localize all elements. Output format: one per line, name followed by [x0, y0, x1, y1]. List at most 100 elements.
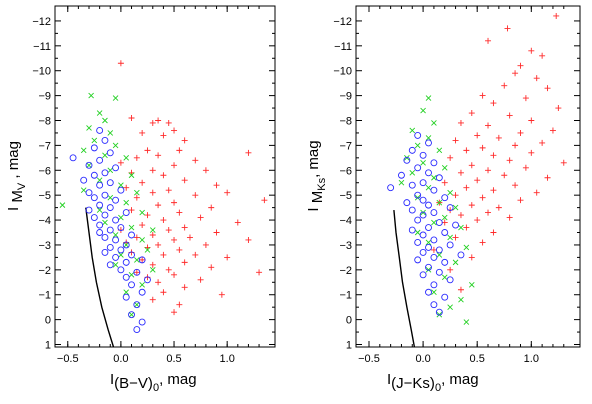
data-point-circle	[430, 236, 438, 244]
x-label-sub: (J−Ks)	[391, 375, 435, 392]
data-point-plus	[117, 159, 124, 166]
y-tick-label: 1	[346, 340, 352, 352]
data-point-cross	[112, 142, 119, 149]
data-point-plus	[479, 194, 486, 201]
data-point-circle	[441, 229, 449, 236]
data-point-circle	[112, 216, 120, 224]
data-point-cross	[128, 172, 135, 179]
data-point-circle	[101, 136, 109, 144]
data-point-cross	[107, 194, 114, 201]
data-point-circle	[128, 311, 135, 319]
data-point-circle	[128, 251, 135, 259]
data-point-circle	[90, 214, 98, 222]
series-circle	[69, 127, 151, 334]
data-point-cross	[447, 234, 453, 241]
data-point-plus	[171, 199, 178, 206]
data-point-circle	[122, 293, 130, 301]
data-point-plus	[224, 254, 231, 261]
data-point-plus	[544, 174, 551, 181]
data-point-plus	[192, 157, 199, 164]
y-tick-label: −5	[339, 190, 352, 202]
data-point-cross	[431, 289, 437, 296]
data-point-circle	[106, 149, 114, 157]
data-point-cross	[398, 179, 405, 186]
data-point-cross	[128, 224, 135, 231]
data-point-plus	[457, 169, 464, 176]
data-point-cross	[436, 199, 443, 206]
data-point-plus	[539, 52, 546, 59]
data-point-circle	[419, 196, 427, 204]
boundary-curve	[85, 207, 115, 348]
data-point-plus	[512, 70, 519, 77]
data-point-plus	[202, 241, 209, 248]
data-point-cross	[123, 289, 130, 296]
data-point-plus	[192, 192, 199, 199]
data-point-plus	[468, 110, 475, 117]
data-point-circle	[425, 224, 432, 231]
data-point-circle	[138, 288, 146, 296]
data-point-plus	[133, 234, 140, 241]
data-point-plus	[186, 234, 193, 241]
y-tick-label: −9	[38, 91, 51, 103]
data-point-plus	[528, 47, 535, 54]
data-point-cross	[436, 252, 443, 258]
data-point-circle	[457, 251, 465, 259]
data-point-plus	[452, 234, 459, 241]
data-point-cross	[458, 224, 464, 231]
data-point-cross	[447, 189, 453, 196]
data-point-plus	[197, 276, 204, 283]
data-point-cross	[80, 147, 87, 154]
data-point-plus	[457, 212, 464, 219]
data-point-plus	[176, 301, 183, 308]
data-point-plus	[197, 214, 204, 221]
data-point-circle	[96, 229, 104, 236]
data-point-circle	[430, 301, 438, 309]
data-point-cross	[441, 274, 448, 281]
y-tick-label: −7	[38, 140, 51, 152]
data-point-circle	[112, 164, 120, 172]
data-point-circle	[446, 204, 454, 212]
data-point-circle	[69, 154, 77, 162]
y-tick-label: −6	[339, 165, 352, 177]
y-tick-label: −2	[339, 265, 352, 277]
data-point-cross	[128, 311, 135, 318]
y-label-suffix: , mag	[305, 140, 322, 178]
data-point-plus	[171, 236, 178, 243]
data-point-circle	[96, 201, 104, 209]
data-point-circle	[117, 186, 125, 194]
data-point-circle	[419, 211, 427, 219]
y-tick-label: −4	[339, 215, 352, 227]
series-plus	[430, 12, 567, 293]
x-label-sub2: 0	[435, 382, 441, 394]
data-point-plus	[181, 137, 188, 144]
data-point-plus	[128, 115, 135, 122]
data-point-cross	[86, 125, 92, 131]
y-tick-label: −2	[38, 265, 51, 277]
data-point-circle	[122, 209, 130, 217]
data-point-plus	[495, 134, 502, 141]
data-point-plus	[506, 157, 513, 164]
data-point-plus	[133, 154, 140, 161]
data-point-plus	[512, 182, 519, 189]
data-point-cross	[441, 164, 448, 171]
data-point-cross	[86, 162, 92, 169]
data-point-plus	[149, 119, 156, 126]
data-point-plus	[139, 256, 146, 263]
data-point-plus	[463, 184, 470, 191]
data-point-cross	[149, 267, 156, 273]
y-tick-label: −1	[339, 290, 352, 302]
data-point-plus	[171, 271, 178, 278]
plot-frame	[355, 5, 581, 348]
y-tick-label: −9	[339, 91, 352, 103]
data-point-plus	[139, 129, 146, 136]
data-point-plus	[160, 132, 167, 139]
data-point-plus	[468, 254, 475, 261]
data-point-plus	[528, 149, 535, 156]
data-point-plus	[160, 289, 167, 296]
data-point-plus	[501, 172, 508, 179]
data-point-circle	[96, 127, 104, 134]
data-point-plus	[160, 172, 167, 179]
data-point-circle	[397, 171, 405, 179]
